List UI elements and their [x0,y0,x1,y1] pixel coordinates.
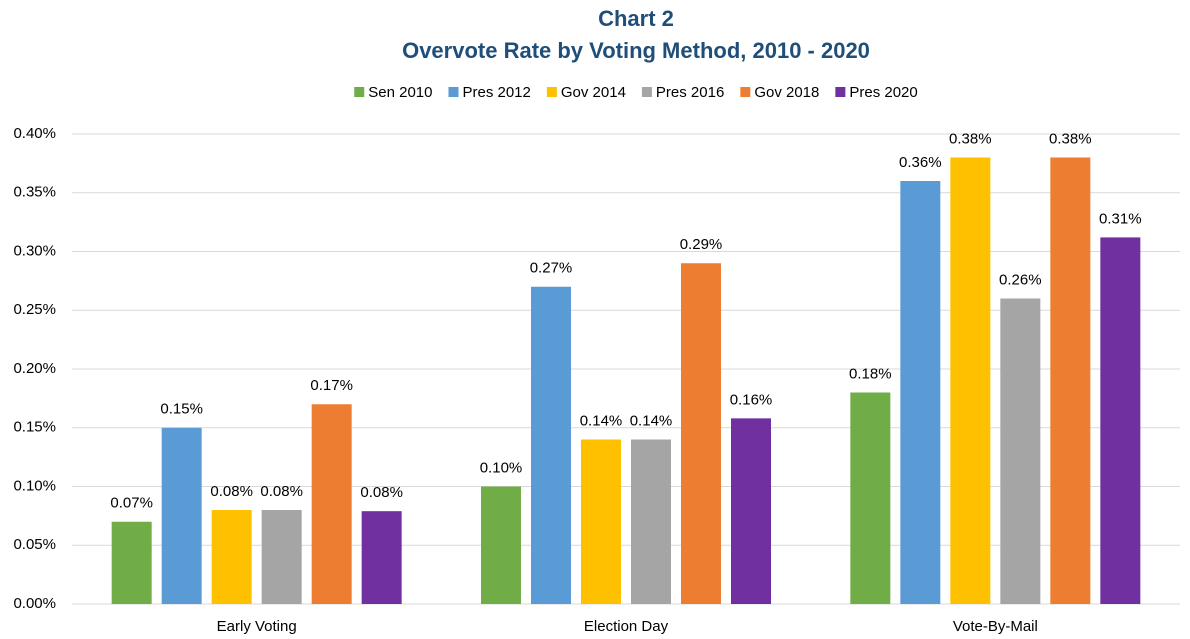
y-tick-label: 0.30% [13,242,56,259]
bar [631,439,671,604]
legend-label: Pres 2012 [462,84,530,101]
bar [900,181,941,604]
bar [261,510,302,604]
bar [361,511,402,604]
legend-label: Sen 2010 [368,84,432,101]
chart-subtitle: Overvote Rate by Voting Method, 2010 - 2… [402,38,870,63]
y-tick-label: 0.10% [13,477,56,494]
bar [481,486,521,604]
bar [211,510,252,604]
legend-swatch [835,87,846,97]
data-label: 0.38% [1049,130,1092,147]
legend-swatch [641,87,652,97]
y-tick-label: 0.40% [13,125,56,142]
data-label: 0.27% [530,260,573,277]
data-label: 0.29% [680,236,723,253]
data-label: 0.08% [210,483,253,500]
y-tick-label: 0.25% [13,301,56,318]
data-label: 0.14% [580,412,623,429]
y-tick-label: 0.00% [13,595,56,612]
bar [161,427,202,604]
y-tick-label: 0.35% [13,184,56,201]
bar [731,418,771,604]
legend-label: Gov 2018 [754,84,819,101]
y-tick-label: 0.05% [13,536,56,553]
data-label: 0.31% [1099,210,1142,227]
legend-label: Gov 2014 [561,84,626,101]
x-tick-label: Election Day [584,618,669,635]
y-tick-label: 0.15% [13,419,56,436]
bar [950,157,991,604]
data-label: 0.18% [849,365,892,382]
data-label: 0.38% [949,130,992,147]
y-tick-label: 0.20% [13,360,56,377]
data-label: 0.07% [110,495,153,512]
bar [850,392,891,604]
legend-swatch [354,87,365,97]
legend-label: Pres 2016 [656,84,724,101]
data-label: 0.16% [730,391,773,408]
legend-swatch [546,87,557,97]
data-label: 0.14% [630,412,673,429]
bar [1000,298,1041,604]
legend: Sen 2010 Pres 2012 Gov 2014 Pres 2016 Gov 20… [354,84,918,101]
data-label: 0.08% [260,483,303,500]
legend-swatch [740,87,751,97]
bar [1050,157,1091,604]
bar [531,286,571,604]
legend-label: Pres 2020 [849,84,917,101]
bar [1100,237,1141,604]
chart-title: Chart 2 [598,6,674,31]
bar [311,404,352,604]
data-label: 0.17% [310,377,353,394]
x-tick-label: Vote-By-Mail [953,618,1038,635]
data-label: 0.08% [360,484,403,501]
data-label: 0.36% [899,154,942,171]
bar [681,263,721,604]
bar [111,521,152,604]
data-label: 0.15% [160,401,203,418]
legend-swatch [448,87,459,97]
x-tick-label: Early Voting [217,618,297,635]
data-label: 0.26% [999,271,1042,288]
bar [581,439,621,604]
data-label: 0.10% [480,459,523,476]
